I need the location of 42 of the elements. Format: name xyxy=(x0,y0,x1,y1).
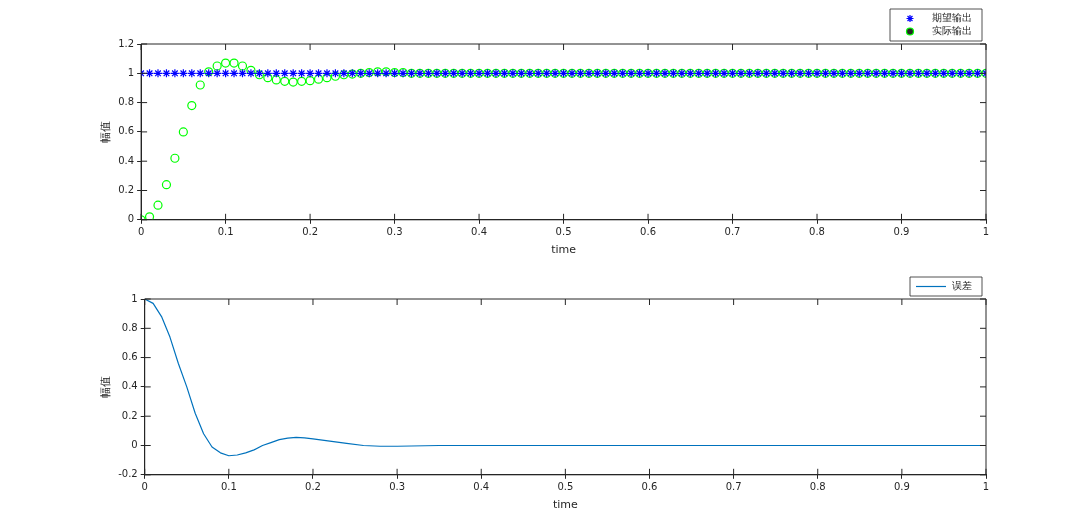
y-tick-label: 0 xyxy=(127,213,135,225)
x-tick-label: 0.1 xyxy=(217,226,234,238)
y-tick-label: 1.2 xyxy=(118,37,135,49)
y-tick-label: 1 xyxy=(131,292,138,304)
y-tick-label: 0.4 xyxy=(118,154,135,166)
x-tick-label: 0.5 xyxy=(557,481,574,493)
x-tick-label: 1 xyxy=(982,226,990,238)
x-tick-label: 0.3 xyxy=(386,226,403,238)
y-tick-label: 0.2 xyxy=(121,409,138,421)
x-tick-label: 0.4 xyxy=(471,226,488,238)
x-tick-label: 0.7 xyxy=(724,226,741,238)
x-axis-title: time xyxy=(551,243,577,257)
y-tick-label: 0.2 xyxy=(118,184,135,196)
y-axis-title: 幅值 xyxy=(99,120,113,143)
x-tick-label: 0.2 xyxy=(302,226,319,238)
legend-label: 误差 xyxy=(952,280,972,292)
x-tick-label: 0.6 xyxy=(641,481,658,493)
x-tick-label: 0.9 xyxy=(893,481,910,493)
x-axis-title: time xyxy=(552,498,579,512)
y-axis-title: 幅值 xyxy=(99,375,113,398)
x-tick-label: 1 xyxy=(982,481,990,493)
y-tick-label: 0.6 xyxy=(118,125,135,137)
x-tick-label: 0.8 xyxy=(809,481,826,493)
x-tick-label: 0.8 xyxy=(809,226,825,238)
y-tick-label: 0 xyxy=(131,439,138,451)
legend-label: 期望输出 xyxy=(932,12,972,24)
legend-label: 实际输出 xyxy=(932,25,972,37)
y-tick-label: 0.4 xyxy=(121,380,138,392)
y-tick-label: -0.2 xyxy=(118,468,138,480)
y-tick-label: 0.8 xyxy=(118,96,135,108)
x-tick-label: 0.4 xyxy=(473,481,490,493)
y-tick-label: 0.8 xyxy=(121,321,138,333)
x-tick-label: 0.9 xyxy=(893,226,910,238)
x-tick-label: 0.5 xyxy=(555,226,572,238)
x-tick-label: 0.6 xyxy=(640,226,656,238)
x-tick-label: 0.2 xyxy=(305,481,321,493)
x-tick-label: 0.1 xyxy=(220,481,237,493)
x-tick-label: 0.3 xyxy=(389,481,406,493)
x-tick-label: 0.7 xyxy=(725,481,742,493)
y-tick-label: 1 xyxy=(127,66,135,78)
x-tick-label: 0 xyxy=(141,481,148,493)
y-tick-label: 0.6 xyxy=(121,351,138,363)
